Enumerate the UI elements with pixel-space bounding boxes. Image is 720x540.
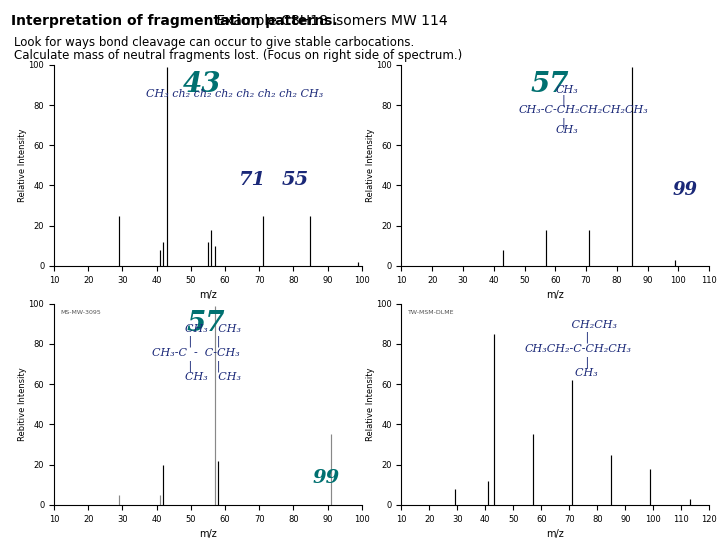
Text: Calculate mass of neutral fragments lost. (Focus on right side of spectrum.): Calculate mass of neutral fragments lost… (14, 49, 463, 62)
Text: CH₃-C-CH₂CH₂CH₂CH₃: CH₃-C-CH₂CH₂CH₂CH₃ (518, 105, 648, 115)
Text: 57: 57 (186, 310, 225, 337)
Text: 43: 43 (184, 71, 222, 98)
Y-axis label: Relative Intensity: Relative Intensity (18, 129, 27, 202)
Text: CH₃   CH₃: CH₃ CH₃ (171, 372, 241, 382)
Text: 99: 99 (312, 469, 340, 487)
Text: |       |: | | (171, 336, 220, 347)
Text: Look for ways bond cleavage can occur to give stable carbocations.: Look for ways bond cleavage can occur to… (14, 36, 415, 49)
Text: CH₂CH₃: CH₂CH₃ (562, 320, 618, 330)
Text: 55: 55 (282, 171, 309, 190)
Y-axis label: Rebitive Intensity: Rebitive Intensity (18, 367, 27, 441)
Text: CH₃: CH₃ (555, 85, 578, 95)
Text: Example C8H18 isomers MW 114: Example C8H18 isomers MW 114 (212, 14, 447, 28)
X-axis label: m/z: m/z (546, 529, 564, 539)
X-axis label: m/z: m/z (199, 529, 217, 539)
Text: |: | (567, 332, 589, 343)
Text: MS-MW-3095: MS-MW-3095 (60, 310, 101, 315)
Text: |       |: | | (171, 360, 220, 372)
Y-axis label: Relative Intensity: Relative Intensity (366, 129, 374, 202)
X-axis label: m/z: m/z (546, 290, 564, 300)
Text: |: | (555, 117, 566, 129)
Text: CH₃: CH₃ (562, 368, 598, 378)
Text: |: | (567, 356, 589, 368)
Text: |: | (555, 95, 566, 106)
Text: 99: 99 (672, 181, 697, 199)
Text: TW-MSM-DLME: TW-MSM-DLME (408, 310, 454, 315)
Text: CH₃-C  -  C-CH₃: CH₃-C - C-CH₃ (153, 348, 240, 358)
Text: 57: 57 (531, 71, 570, 98)
Text: CH₃: CH₃ (555, 125, 578, 135)
Text: CH₃CH₂-C-CH₂CH₃: CH₃CH₂-C-CH₂CH₃ (524, 344, 631, 354)
Text: 71: 71 (238, 171, 266, 190)
Text: CH₃   CH₃: CH₃ CH₃ (171, 324, 241, 334)
Text: CH₃ ch₂ ch₂ ch₂ ch₂ ch₂ ch₂ CH₃: CH₃ ch₂ ch₂ ch₂ ch₂ ch₂ ch₂ CH₃ (146, 89, 323, 99)
Y-axis label: Relative Intensity: Relative Intensity (366, 368, 374, 441)
X-axis label: m/z: m/z (199, 290, 217, 300)
Text: Interpretation of fragmentation patterns.: Interpretation of fragmentation patterns… (11, 14, 338, 28)
